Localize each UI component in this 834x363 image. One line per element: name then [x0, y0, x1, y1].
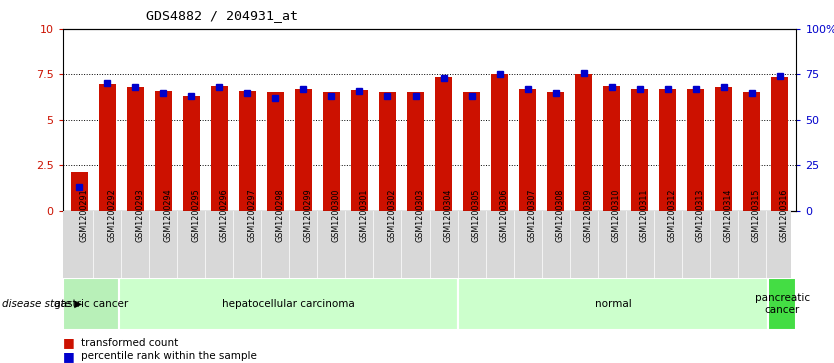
- Bar: [771, 77, 788, 211]
- Bar: [351, 90, 368, 211]
- Bar: [295, 89, 312, 211]
- Bar: [603, 86, 620, 211]
- Text: hepatocellular carcinoma: hepatocellular carcinoma: [222, 299, 354, 309]
- Text: GDS4882 / 204931_at: GDS4882 / 204931_at: [146, 9, 298, 22]
- Bar: [71, 172, 88, 211]
- Text: GSM1200299: GSM1200299: [304, 188, 313, 242]
- Text: ■: ■: [63, 337, 74, 350]
- Bar: [99, 84, 116, 211]
- Text: GSM1200311: GSM1200311: [640, 188, 649, 242]
- Bar: [716, 87, 732, 211]
- Text: GSM1200300: GSM1200300: [331, 188, 340, 242]
- Bar: [379, 92, 396, 211]
- Bar: [211, 86, 228, 211]
- Bar: [519, 89, 536, 211]
- Text: GSM1200292: GSM1200292: [108, 188, 117, 242]
- Bar: [155, 91, 172, 211]
- Text: GSM1200294: GSM1200294: [163, 188, 173, 242]
- Text: GSM1200315: GSM1200315: [751, 188, 761, 242]
- Bar: [491, 74, 508, 211]
- Bar: [687, 89, 704, 211]
- Bar: [63, 278, 119, 330]
- Text: gastric cancer: gastric cancer: [53, 299, 128, 309]
- Bar: [127, 87, 143, 211]
- Bar: [768, 278, 796, 330]
- Bar: [119, 278, 458, 330]
- Text: GSM1200306: GSM1200306: [500, 188, 509, 242]
- Bar: [435, 77, 452, 211]
- Text: GSM1200307: GSM1200307: [528, 188, 536, 242]
- Bar: [267, 92, 284, 211]
- Text: normal: normal: [595, 299, 631, 309]
- Bar: [407, 92, 424, 211]
- Bar: [239, 91, 256, 211]
- Text: GSM1200305: GSM1200305: [471, 188, 480, 242]
- Text: GSM1200316: GSM1200316: [780, 188, 789, 242]
- Text: GSM1200302: GSM1200302: [388, 188, 396, 242]
- Bar: [575, 73, 592, 211]
- Text: GSM1200291: GSM1200291: [79, 188, 88, 242]
- Text: GSM1200293: GSM1200293: [135, 188, 144, 242]
- Bar: [458, 278, 768, 330]
- Bar: [463, 92, 480, 211]
- Text: GSM1200298: GSM1200298: [275, 188, 284, 242]
- Text: GSM1200297: GSM1200297: [248, 188, 256, 242]
- Text: GSM1200314: GSM1200314: [724, 188, 732, 242]
- Text: GSM1200301: GSM1200301: [359, 188, 369, 242]
- Text: disease state ▶: disease state ▶: [2, 299, 82, 309]
- Text: GSM1200303: GSM1200303: [415, 188, 425, 242]
- Text: GSM1200309: GSM1200309: [584, 188, 593, 242]
- Text: GSM1200313: GSM1200313: [696, 188, 705, 242]
- Bar: [743, 92, 760, 211]
- Text: GSM1200312: GSM1200312: [667, 188, 676, 242]
- Text: percentile rank within the sample: percentile rank within the sample: [81, 351, 257, 362]
- Text: transformed count: transformed count: [81, 338, 178, 348]
- Text: GSM1200295: GSM1200295: [192, 188, 200, 242]
- Bar: [547, 92, 564, 211]
- Text: GSM1200304: GSM1200304: [444, 188, 453, 242]
- Text: GSM1200310: GSM1200310: [611, 188, 620, 242]
- Text: ■: ■: [63, 350, 74, 363]
- Text: GSM1200296: GSM1200296: [219, 188, 229, 242]
- Text: GSM1200308: GSM1200308: [555, 188, 565, 242]
- Bar: [323, 92, 340, 211]
- Bar: [659, 89, 676, 211]
- Bar: [183, 96, 200, 211]
- Text: pancreatic
cancer: pancreatic cancer: [755, 293, 810, 315]
- Bar: [631, 89, 648, 211]
